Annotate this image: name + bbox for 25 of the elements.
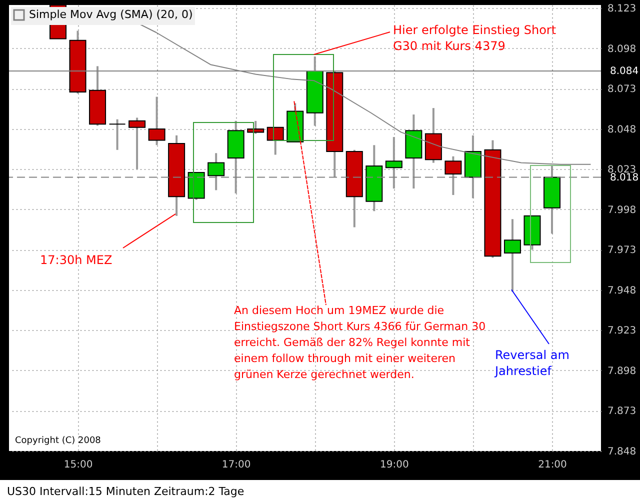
- y-tick-label: 7.998: [608, 204, 636, 216]
- y-tick-label: 7.973: [608, 245, 636, 256]
- y-tick-label: 7.923: [608, 326, 636, 337]
- text: US30 Intervall:15 Minuten Zeitraum:2 Tage: [7, 485, 244, 498]
- annotation: Hier erfolgte Einstieg Short G30 mit Kurs 4379: [393, 22, 558, 54]
- y-tick-label: 8.073: [608, 84, 636, 96]
- y-tick-label: 7.898: [608, 366, 636, 377]
- x-tick-label: 21:00: [538, 460, 567, 470]
- y-tick-label: 7.948: [608, 285, 636, 296]
- y-tick-label: 7.873: [608, 406, 636, 418]
- y-tick-label: 7.848: [608, 446, 636, 458]
- y-tick-label: 8.123: [608, 4, 636, 15]
- y-tick-label: 8.048: [608, 124, 636, 136]
- candlestick: [444, 155, 462, 196]
- x-tick-label: 15:00: [64, 460, 93, 470]
- annotation: Reversal am Jahrestief: [495, 347, 570, 379]
- ref-line-label: 8.084: [610, 66, 639, 78]
- annotation: 17:30h MEZ: [40, 252, 114, 268]
- annotation: Copyright (C) 2008: [15, 435, 102, 447]
- x-tick-label: 19:00: [380, 460, 409, 470]
- candlestick: [108, 118, 126, 151]
- x-tick-label: 17:00: [222, 460, 251, 470]
- legend-label: Simple Mov Avg (SMA) (20, 0): [29, 8, 193, 21]
- annotation: An diesem Hoch um 19MEZ wurde die Einstiegszone Short Kurs 4366 für German 30 erreicht. Gemäß der 82% Regel konnte mit einem follow through mit einer weiteren grünen Kerze gerechnet werden.: [234, 303, 487, 383]
- y-tick-label: 8.098: [608, 44, 636, 55]
